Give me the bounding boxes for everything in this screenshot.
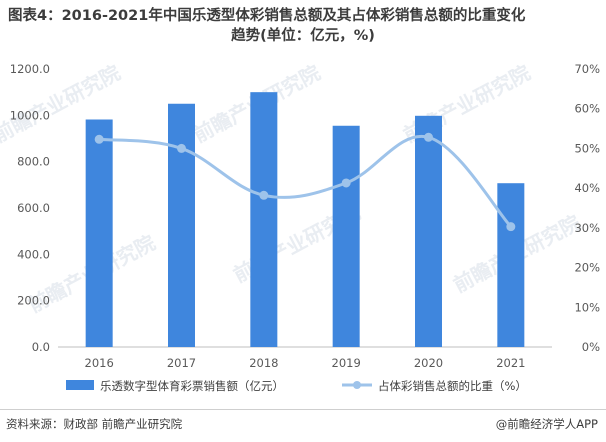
legend: 乐透数字型体育彩票销售额（亿元） 占体彩销售总额的比重（%） bbox=[66, 379, 527, 393]
x-tick-label: 2021 bbox=[496, 356, 525, 370]
ratio-point bbox=[506, 222, 516, 232]
y-right-tick-label: 40% bbox=[574, 181, 600, 195]
y-left-tick-label: 600.0 bbox=[17, 201, 50, 215]
footer-divider bbox=[0, 409, 606, 410]
x-tick-label: 2020 bbox=[414, 356, 443, 370]
bar bbox=[168, 103, 195, 347]
x-tick-label: 2018 bbox=[249, 356, 278, 370]
legend-bar-label: 乐透数字型体育彩票销售额（亿元） bbox=[100, 379, 284, 393]
legend-line-label: 占体彩销售总额的比重（%） bbox=[378, 379, 527, 393]
y-left-tick-label: 1000.0 bbox=[10, 108, 50, 122]
bars-layer bbox=[85, 92, 525, 348]
y-right-tick-label: 10% bbox=[574, 300, 600, 314]
line-layer bbox=[94, 132, 516, 232]
ratio-point bbox=[424, 132, 433, 142]
y-right-tick-label: 20% bbox=[574, 261, 600, 275]
source-note: 资料来源：财政部 前瞻产业研究院 bbox=[6, 417, 183, 431]
chart-title: 图表4：2016-2021年中国乐透型体彩销售总额及其占体彩销售总额的比重变化 … bbox=[8, 6, 598, 46]
y-right-tick-label: 0% bbox=[582, 340, 600, 354]
ratio-point bbox=[177, 143, 186, 153]
y-right-tick-label: 50% bbox=[574, 141, 600, 155]
bar bbox=[332, 125, 360, 347]
bar bbox=[250, 92, 278, 348]
x-tick-label: 2016 bbox=[85, 356, 114, 370]
y-left-tick-label: 400.0 bbox=[17, 247, 50, 261]
x-tick-label: 2019 bbox=[332, 356, 361, 370]
chart-title-line-2: 趋势(单位：亿元，%) bbox=[231, 28, 375, 44]
y-left-tick-label: 200.0 bbox=[17, 294, 50, 308]
legend-line-marker bbox=[353, 381, 361, 389]
bar bbox=[85, 119, 113, 348]
x-tick-label: 2017 bbox=[167, 356, 196, 370]
y-left-tick-label: 800.0 bbox=[17, 155, 50, 169]
axes-layer: 0.0 200.0 400.0 600.0 800.0 1000.0 1200.0 0% 10%… bbox=[10, 62, 600, 370]
ratio-point bbox=[259, 190, 269, 200]
y-left-tick-label: 0.0 bbox=[32, 340, 50, 354]
chart-title-line-1: 图表4：2016-2021年中国乐透型体彩销售总额及其占体彩销售总额的比重变化 bbox=[8, 8, 526, 24]
bar bbox=[497, 183, 525, 347]
bar bbox=[415, 115, 442, 348]
y-right-tick-label: 60% bbox=[574, 102, 600, 116]
y-left-tick-label: 1200.0 bbox=[10, 62, 50, 76]
y-right-tick-label: 30% bbox=[574, 221, 600, 235]
ratio-point bbox=[94, 134, 104, 144]
legend-bar-swatch bbox=[66, 380, 94, 390]
ratio-line bbox=[99, 134, 512, 228]
ratio-point bbox=[341, 178, 351, 188]
credit-note: @前瞻经济学人APP bbox=[495, 417, 598, 431]
y-right-tick-label: 70% bbox=[574, 62, 600, 76]
